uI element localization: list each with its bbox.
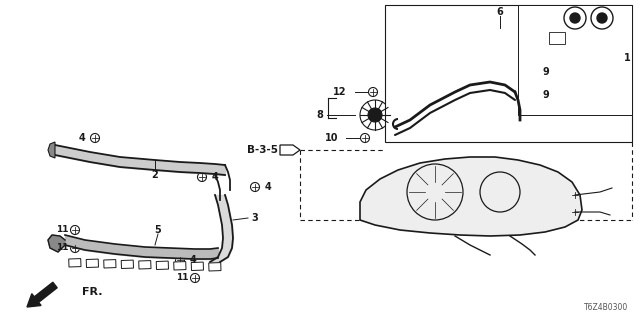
- Bar: [68, 259, 81, 267]
- Text: B-3-5: B-3-5: [248, 145, 278, 155]
- Text: 8: 8: [317, 110, 323, 120]
- Text: 12: 12: [333, 87, 347, 97]
- Text: 4: 4: [264, 182, 271, 192]
- Bar: [173, 261, 186, 270]
- Polygon shape: [48, 235, 65, 252]
- Circle shape: [368, 108, 382, 122]
- Polygon shape: [360, 157, 582, 236]
- Text: FR.: FR.: [82, 287, 102, 297]
- Text: 5: 5: [155, 225, 161, 235]
- Text: 11: 11: [56, 226, 68, 235]
- Text: 6: 6: [497, 7, 504, 17]
- Circle shape: [597, 13, 607, 23]
- Text: 7: 7: [554, 33, 561, 43]
- Bar: [86, 259, 99, 268]
- Polygon shape: [48, 142, 55, 158]
- Bar: [121, 260, 134, 268]
- Bar: [549, 32, 565, 44]
- Text: 10: 10: [325, 133, 339, 143]
- Text: 4: 4: [189, 255, 196, 265]
- Text: 4: 4: [212, 172, 218, 182]
- Text: 2: 2: [152, 170, 158, 180]
- Circle shape: [570, 13, 580, 23]
- Bar: [518, 5, 632, 115]
- Bar: [191, 262, 204, 270]
- Text: 1: 1: [623, 53, 630, 63]
- Bar: [104, 260, 116, 268]
- Text: T6Z4B0300: T6Z4B0300: [584, 303, 628, 312]
- Text: 4: 4: [79, 133, 85, 143]
- Polygon shape: [280, 145, 300, 155]
- Text: 9: 9: [543, 90, 549, 100]
- Bar: [385, 5, 632, 142]
- Text: 3: 3: [252, 213, 259, 223]
- Text: 9: 9: [543, 67, 549, 77]
- Text: 11: 11: [176, 274, 188, 283]
- FancyArrow shape: [27, 282, 57, 307]
- Bar: [209, 263, 221, 271]
- Text: 7: 7: [554, 33, 561, 43]
- Bar: [139, 260, 151, 269]
- Text: 11: 11: [56, 244, 68, 252]
- Bar: [156, 261, 168, 269]
